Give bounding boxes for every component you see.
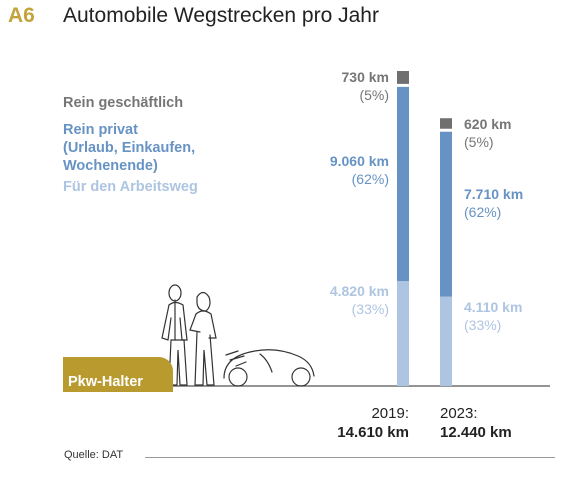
data-label-percent: (5%): [359, 87, 389, 103]
bar-segment-commute-2019: [397, 281, 409, 386]
year-label: 2023:: [440, 405, 478, 422]
car-icon: [223, 349, 315, 387]
legend-private-line: (Urlaub, Einkaufen,: [63, 140, 196, 156]
legend-private-line: Wochenende): [63, 158, 158, 174]
data-label-value: 4.110 km: [464, 298, 523, 315]
data-label-private-2023: 7.710 km (62%): [464, 185, 523, 221]
chart-title: Automobile Wegstrecken pro Jahr: [63, 4, 379, 27]
total-label: 14.610 km: [337, 424, 409, 441]
data-label-percent: (62%): [351, 170, 389, 187]
bar-segment-private-2023: [440, 131, 452, 297]
total-label: 12.440 km: [440, 424, 512, 441]
data-label-value: 7.710 km: [464, 186, 524, 203]
year-total-2023: 2023: 12.440 km: [440, 404, 512, 442]
data-label-value: 620 km: [464, 116, 512, 133]
data-label-business-2019: 730 km (5%): [342, 68, 389, 104]
data-label-commute-2023: 4.110 km (33%): [464, 298, 522, 334]
legend-private: Rein privat (Urlaub, Einkaufen, Wochenen…: [63, 121, 195, 175]
data-label-value: 730 km: [341, 69, 389, 85]
data-label-private-2019: 9.060 km (62%): [330, 152, 389, 188]
legend-private-line: Rein privat: [63, 122, 138, 138]
year-label: 2019:: [371, 405, 409, 422]
data-label-percent: (62%): [464, 204, 502, 221]
data-label-value: 4.820 km: [329, 283, 389, 300]
legend-business: Rein geschäftlich: [63, 95, 184, 111]
pkw-halter-badge: Pkw-Halter: [63, 357, 173, 392]
bar-segment-private-2019: [397, 86, 409, 282]
data-label-commute-2019: 4.820 km (33%): [330, 282, 389, 318]
source-divider: [145, 457, 555, 458]
year-total-2019: 2019: 14.610 km: [337, 404, 409, 442]
bar-segment-business-2019: [397, 71, 409, 84]
data-label-percent: (5%): [464, 134, 494, 151]
data-label-percent: (33%): [351, 301, 389, 318]
data-label-percent: (33%): [464, 316, 502, 333]
pkw-halter-label: Pkw-Halter: [68, 374, 143, 390]
legend-commute: Für den Arbeitsweg: [63, 179, 198, 195]
data-label-value: 9.060 km: [329, 152, 389, 169]
source-note: Quelle: DAT: [64, 449, 124, 461]
person-woman-icon: [189, 291, 217, 386]
chart-tag: A6: [8, 4, 35, 27]
data-label-business-2023: 620 km (5%): [464, 115, 511, 151]
bar-segment-commute-2023: [440, 296, 452, 386]
bar-segment-business-2023: [440, 118, 452, 129]
